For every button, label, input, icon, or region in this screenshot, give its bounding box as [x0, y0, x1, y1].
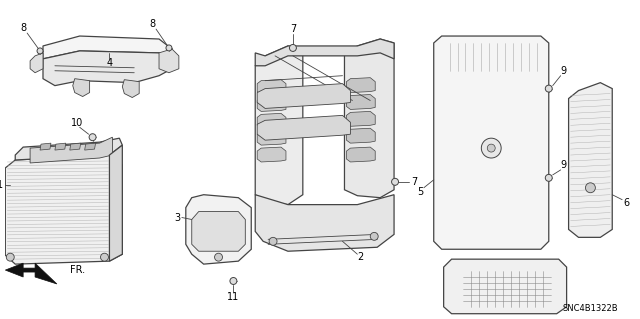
Polygon shape — [434, 36, 548, 249]
Bar — [444, 43, 543, 71]
Polygon shape — [109, 145, 122, 261]
Circle shape — [545, 85, 552, 92]
Polygon shape — [255, 195, 394, 251]
Polygon shape — [255, 46, 303, 204]
Text: 7: 7 — [290, 24, 296, 34]
Polygon shape — [257, 147, 286, 162]
Circle shape — [100, 253, 108, 261]
Circle shape — [289, 44, 296, 51]
Polygon shape — [444, 259, 566, 314]
Bar — [463, 271, 551, 307]
Polygon shape — [346, 128, 375, 143]
Circle shape — [37, 48, 43, 54]
Circle shape — [89, 134, 96, 141]
Text: 2: 2 — [357, 252, 364, 262]
Circle shape — [487, 144, 495, 152]
Polygon shape — [346, 78, 375, 93]
Polygon shape — [255, 39, 394, 66]
Circle shape — [371, 232, 378, 240]
Circle shape — [481, 138, 501, 158]
Text: 10: 10 — [70, 118, 83, 128]
Polygon shape — [257, 115, 351, 140]
Polygon shape — [344, 39, 394, 198]
Polygon shape — [257, 130, 286, 145]
Polygon shape — [43, 36, 172, 59]
Polygon shape — [73, 79, 90, 97]
Text: 5: 5 — [417, 187, 423, 197]
Text: 3: 3 — [174, 212, 180, 223]
Polygon shape — [186, 195, 252, 264]
Polygon shape — [346, 94, 375, 109]
Polygon shape — [84, 143, 95, 150]
Text: 11: 11 — [227, 292, 239, 302]
Polygon shape — [15, 138, 122, 160]
Polygon shape — [159, 49, 179, 73]
Polygon shape — [257, 113, 286, 128]
Polygon shape — [70, 143, 81, 150]
Circle shape — [545, 174, 552, 181]
Text: 1: 1 — [0, 180, 3, 190]
Polygon shape — [346, 111, 375, 126]
Circle shape — [166, 45, 172, 51]
Polygon shape — [122, 80, 139, 98]
Polygon shape — [30, 137, 113, 163]
Bar — [111, 215, 119, 221]
Circle shape — [586, 183, 595, 193]
Bar — [111, 195, 119, 202]
Polygon shape — [43, 51, 172, 85]
Text: 8: 8 — [20, 23, 26, 33]
Polygon shape — [5, 155, 122, 264]
Text: 4: 4 — [106, 58, 113, 68]
Text: 6: 6 — [623, 198, 629, 208]
Text: 8: 8 — [149, 19, 155, 29]
Text: FR.: FR. — [70, 265, 85, 275]
Polygon shape — [40, 143, 51, 150]
Polygon shape — [257, 84, 351, 108]
Circle shape — [214, 253, 223, 261]
Text: 7: 7 — [411, 177, 417, 187]
Circle shape — [230, 278, 237, 285]
Circle shape — [269, 237, 277, 245]
Bar — [456, 210, 536, 239]
Text: 9: 9 — [561, 160, 566, 170]
Text: 9: 9 — [561, 66, 566, 76]
Circle shape — [392, 178, 399, 185]
Text: SNC4B1322B: SNC4B1322B — [563, 304, 618, 313]
Circle shape — [6, 253, 14, 261]
Polygon shape — [257, 80, 286, 94]
Polygon shape — [346, 147, 375, 162]
Polygon shape — [55, 143, 66, 150]
Polygon shape — [568, 83, 612, 237]
Polygon shape — [192, 211, 245, 251]
Polygon shape — [30, 53, 43, 73]
Polygon shape — [5, 263, 57, 284]
Polygon shape — [257, 97, 286, 111]
